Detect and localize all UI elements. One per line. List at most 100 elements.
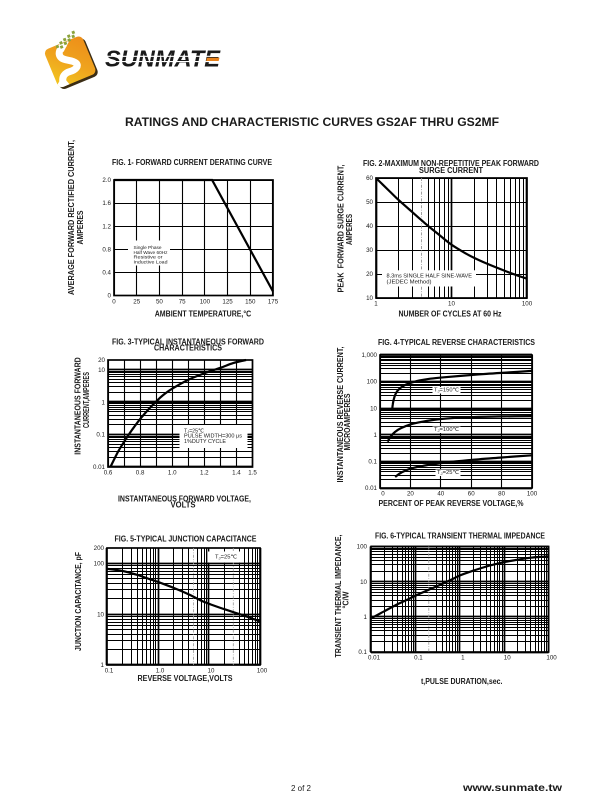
svg-text:100: 100: [94, 560, 105, 567]
svg-text:30: 30: [366, 247, 373, 254]
svg-text:www.sunmate.tw: www.sunmate.tw: [462, 782, 563, 794]
svg-text:FIG. 4-TYPICAL REVERSE CHARACT: FIG. 4-TYPICAL REVERSE CHARACTERISTICS: [378, 338, 535, 347]
svg-text:100: 100: [527, 491, 538, 498]
svg-text:2.0: 2.0: [102, 177, 111, 184]
svg-text:1.2: 1.2: [200, 470, 209, 477]
svg-text:0.1: 0.1: [96, 432, 105, 439]
svg-text:1.0: 1.0: [156, 668, 165, 675]
svg-text:75: 75: [179, 299, 186, 306]
svg-text:0.6: 0.6: [104, 470, 113, 477]
svg-text:AMBIENT TEMPERATURE,°C: AMBIENT TEMPERATURE,°C: [155, 310, 252, 319]
svg-text:150: 150: [245, 299, 256, 306]
svg-text:1: 1: [101, 662, 105, 669]
svg-text:0.1: 0.1: [414, 655, 423, 662]
svg-text:20: 20: [407, 491, 414, 498]
svg-text:40: 40: [366, 223, 373, 230]
svg-text:0.8: 0.8: [102, 246, 111, 253]
svg-text:1.4: 1.4: [232, 470, 241, 477]
svg-text:AMPERES: AMPERES: [345, 213, 354, 245]
svg-text:0.1: 0.1: [368, 459, 377, 466]
svg-text:CURRENT,AMPERES: CURRENT,AMPERES: [82, 372, 91, 428]
svg-text:10: 10: [360, 579, 367, 586]
svg-text:100: 100: [357, 544, 368, 551]
svg-text:1: 1: [364, 614, 368, 621]
svg-text:0: 0: [108, 293, 112, 300]
svg-text:AMPERES: AMPERES: [76, 210, 85, 245]
svg-text:25: 25: [133, 299, 140, 306]
svg-text:100: 100: [367, 379, 378, 386]
svg-text:FIG. 6-TYPICAL TRANSIENT THERM: FIG. 6-TYPICAL TRANSIENT THERMAL IMPEDAN…: [375, 532, 545, 541]
svg-text:INSTANTANEOUS REVERSE CURRENT,: INSTANTANEOUS REVERSE CURRENT,: [336, 347, 345, 483]
svg-text:TJ=25℃: TJ=25℃: [184, 428, 204, 434]
svg-text:20: 20: [98, 357, 105, 364]
svg-text:100: 100: [522, 301, 533, 308]
svg-text:Inductive Load: Inductive Load: [134, 259, 168, 264]
svg-text:1.2: 1.2: [102, 223, 111, 230]
svg-text:200: 200: [94, 545, 105, 552]
svg-text:TJ=25℃: TJ=25℃: [437, 470, 459, 476]
svg-text:TJ=150℃: TJ=150℃: [434, 388, 459, 394]
svg-text:50: 50: [366, 199, 373, 206]
svg-text:PEAK FORWARD SURGE CURRENT,: PEAK FORWARD SURGE CURRENT,: [337, 165, 346, 293]
svg-text:REVERSE VOLTAGE,VOLTS: REVERSE VOLTAGE,VOLTS: [138, 674, 234, 683]
svg-text:SUNMATE: SUNMATE: [105, 46, 221, 72]
svg-text:40: 40: [437, 491, 444, 498]
svg-text:Single Phase: Single Phase: [134, 245, 162, 250]
svg-text:TJ=100℃: TJ=100℃: [434, 427, 459, 433]
svg-text:1%DUTY CYCLE: 1%DUTY CYCLE: [184, 439, 226, 445]
svg-text:50: 50: [156, 299, 163, 306]
svg-text:PULSE WIDTH=300 μs: PULSE WIDTH=300 μs: [184, 434, 242, 440]
svg-text:1,000: 1,000: [362, 352, 378, 359]
svg-text:10: 10: [97, 611, 104, 618]
svg-text:Resistive or: Resistive or: [134, 255, 164, 260]
svg-text:0.01: 0.01: [365, 485, 378, 492]
svg-text:FIG. 1- FORWARD CURRENT DERATI: FIG. 1- FORWARD CURRENT DERATING CURVE: [112, 158, 272, 167]
svg-text:0.8: 0.8: [136, 470, 145, 477]
svg-text:VOLTS: VOLTS: [171, 501, 197, 510]
svg-text:AVERAGE FORWARD RECTIFIED CURR: AVERAGE FORWARD RECTIFIED CURRENT,: [67, 140, 76, 295]
svg-text:0.1: 0.1: [358, 649, 367, 656]
svg-text:1.0: 1.0: [168, 470, 177, 477]
svg-text:10: 10: [370, 405, 377, 412]
svg-text:1.6: 1.6: [102, 200, 111, 207]
svg-text:60: 60: [366, 175, 373, 182]
svg-text:TRANSIENT THERMAL IMPEDANCE,: TRANSIENT THERMAL IMPEDANCE,: [334, 535, 343, 658]
svg-text:FIG. 5-TYPICAL JUNCTION CAPACI: FIG. 5-TYPICAL JUNCTION CAPACITANCE: [115, 535, 257, 544]
svg-text:1: 1: [374, 301, 378, 308]
svg-text:20: 20: [366, 271, 373, 278]
svg-text:100: 100: [546, 655, 557, 662]
svg-text:2 of 2: 2 of 2: [291, 784, 312, 793]
svg-text:10: 10: [448, 301, 455, 308]
svg-text:1.5: 1.5: [248, 470, 257, 477]
svg-text:TJ=25℃: TJ=25℃: [215, 555, 237, 561]
svg-text:Half Wave 60Hz: Half Wave 60Hz: [134, 250, 169, 255]
svg-text:175: 175: [268, 299, 279, 306]
svg-text:PERCENT OF PEAK REVERSE VOLTAG: PERCENT OF PEAK REVERSE VOLTAGE,%: [379, 499, 524, 508]
svg-text:100: 100: [200, 299, 211, 306]
svg-text:0.1: 0.1: [105, 668, 114, 675]
svg-text:INSTANTANEOUS FORWARD VOLTAGE,: INSTANTANEOUS FORWARD VOLTAGE,: [118, 495, 251, 504]
svg-text:10: 10: [504, 655, 511, 662]
svg-text:1: 1: [374, 432, 378, 439]
svg-text:1: 1: [102, 399, 106, 406]
svg-text:NUMBER OF CYCLES AT 60 Hz: NUMBER OF CYCLES AT 60 Hz: [399, 310, 502, 319]
svg-text:0: 0: [381, 491, 385, 498]
svg-text:(JEDEC Method): (JEDEC Method): [387, 280, 432, 286]
svg-text:125: 125: [222, 299, 233, 306]
svg-text:SURGE CURRENT: SURGE CURRENT: [419, 166, 483, 175]
svg-text:FIG. 2-MAXIMUM NON-REPETITIVE: FIG. 2-MAXIMUM NON-REPETITIVE PEAK FORWA…: [363, 159, 539, 168]
svg-text:INSTANTANEOUS FORWARD: INSTANTANEOUS FORWARD: [74, 357, 83, 455]
svg-text:1: 1: [461, 655, 465, 662]
svg-text:FIG. 3-TYPICAL INSTANTANEOUS F: FIG. 3-TYPICAL INSTANTANEOUS FORWARD: [112, 338, 264, 347]
svg-text:CHARACTERISTICS: CHARACTERISTICS: [154, 344, 222, 353]
svg-text:100: 100: [257, 668, 268, 675]
svg-text:RATINGS AND CHARACTERISTIC CUR: RATINGS AND CHARACTERISTIC CURVES GS2AF …: [125, 117, 499, 129]
svg-text:JUNCTION CAPACITANCE, pF: JUNCTION CAPACITANCE, pF: [74, 552, 83, 651]
svg-text:10: 10: [208, 668, 215, 675]
svg-text:0: 0: [112, 299, 116, 306]
svg-text:°C/W: °C/W: [342, 591, 351, 608]
svg-text:60: 60: [468, 491, 475, 498]
svg-text:MICROAMPERES: MICROAMPERES: [343, 393, 352, 451]
svg-text:80: 80: [498, 491, 505, 498]
svg-text:t,PULSE DURATION,sec.: t,PULSE DURATION,sec.: [421, 677, 503, 686]
